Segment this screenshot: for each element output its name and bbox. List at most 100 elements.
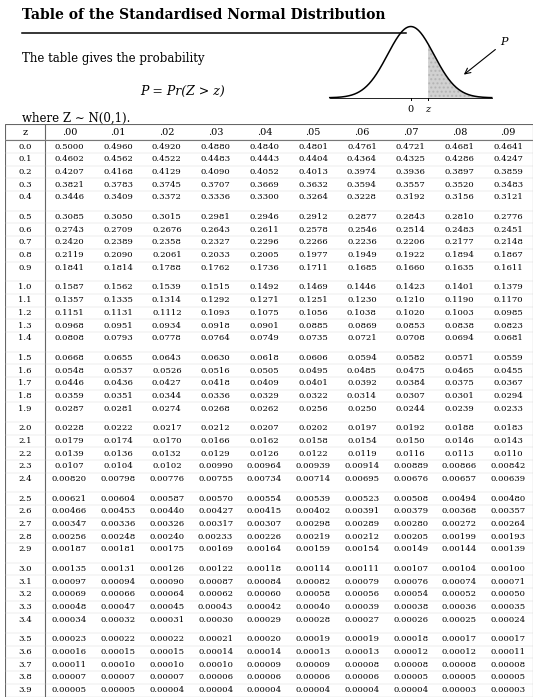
Text: z: z [23,127,28,136]
Text: 0.00264: 0.00264 [491,520,526,528]
Text: 0.00135: 0.00135 [52,565,87,573]
Text: 0.00007: 0.00007 [101,673,136,682]
Text: 0.00024: 0.00024 [491,616,526,624]
Text: 0.3372: 0.3372 [152,193,182,202]
Text: 0.0901: 0.0901 [250,321,279,330]
Text: 0.4960: 0.4960 [103,143,133,150]
Text: 0.0183: 0.0183 [493,424,523,433]
Text: 0.00020: 0.00020 [247,636,282,643]
Text: 0.2: 0.2 [18,168,32,176]
Text: 0.0359: 0.0359 [54,392,84,400]
Text: 0.4013: 0.4013 [298,168,328,176]
Text: 0.3336: 0.3336 [201,193,231,202]
Text: .07: .07 [403,127,419,136]
Text: 0.4641: 0.4641 [493,143,523,150]
Text: 0.1515: 0.1515 [201,284,230,291]
Text: 0.00004: 0.00004 [149,686,185,694]
Text: 0.00006: 0.00006 [296,673,331,682]
Text: 0.4129: 0.4129 [152,168,182,176]
Text: 0.0188: 0.0188 [444,424,475,433]
Text: 0.1170: 0.1170 [493,296,523,304]
Text: 0.00060: 0.00060 [247,590,282,598]
Text: 1.7: 1.7 [18,379,32,387]
Text: 0.1379: 0.1379 [493,284,523,291]
Text: 0.00008: 0.00008 [491,661,526,668]
Text: 0.1003: 0.1003 [444,309,475,317]
Text: 0.00480: 0.00480 [491,495,526,503]
Text: 0.1492: 0.1492 [250,284,279,291]
Text: 0.1587: 0.1587 [54,284,84,291]
Text: 0.2090: 0.2090 [103,251,133,259]
Text: 0.3228: 0.3228 [347,193,377,202]
Text: 0.0401: 0.0401 [298,379,328,387]
Text: 0.00003: 0.00003 [442,686,477,694]
Text: 0.3015: 0.3015 [152,213,182,221]
Text: 0.0668: 0.0668 [54,354,84,362]
Text: 0.00798: 0.00798 [101,475,136,483]
Text: 0.3050: 0.3050 [103,213,133,221]
Text: 0.2119: 0.2119 [54,251,84,259]
Text: 0.00379: 0.00379 [393,508,428,515]
Text: 0.1469: 0.1469 [298,284,328,291]
Text: 0.00587: 0.00587 [149,495,185,503]
Text: 3.4: 3.4 [18,616,32,624]
Text: 0.2676: 0.2676 [152,226,182,234]
Text: 0.00009: 0.00009 [296,661,331,668]
Text: 0.2946: 0.2946 [250,213,279,221]
Text: 0.00019: 0.00019 [296,636,331,643]
Text: 0.00008: 0.00008 [442,661,477,668]
Text: 0.4090: 0.4090 [201,168,230,176]
Text: 0.00776: 0.00776 [150,475,185,483]
Text: 0.00042: 0.00042 [247,603,282,611]
Text: 0.3669: 0.3669 [250,181,279,189]
Text: 0.00368: 0.00368 [442,508,477,515]
Text: 0.0162: 0.0162 [250,437,279,445]
Text: 0.0418: 0.0418 [201,379,231,387]
Text: 0.0384: 0.0384 [395,379,426,387]
Text: 0.1423: 0.1423 [396,284,426,291]
Text: 0.0146: 0.0146 [444,437,475,445]
Text: 0.1112: 0.1112 [152,309,182,317]
Text: 0.00508: 0.00508 [393,495,428,503]
Text: 0.00074: 0.00074 [442,578,477,586]
Text: 0.0985: 0.0985 [493,309,523,317]
Text: 0.2877: 0.2877 [347,213,377,221]
Text: 0.00005: 0.00005 [442,673,477,682]
Text: 0.00889: 0.00889 [393,462,428,470]
Text: 0.1357: 0.1357 [54,296,84,304]
Text: 0.1685: 0.1685 [347,264,377,272]
Text: 0.00026: 0.00026 [393,616,428,624]
Text: 0.2578: 0.2578 [298,226,328,234]
Text: 0.0582: 0.0582 [396,354,426,362]
Text: 0.0721: 0.0721 [347,334,377,342]
Text: 0.0150: 0.0150 [396,437,426,445]
Text: 0.0505: 0.0505 [250,367,279,374]
Text: 0.0548: 0.0548 [54,367,84,374]
Text: 0.1093: 0.1093 [201,309,230,317]
Text: 0.1020: 0.1020 [396,309,426,317]
Text: 0.4443: 0.4443 [249,155,279,163]
Text: 0.00621: 0.00621 [52,495,87,503]
Text: 0.1814: 0.1814 [103,264,133,272]
Text: 0.0559: 0.0559 [493,354,523,362]
Text: 0.0918: 0.0918 [201,321,230,330]
Text: 0.00016: 0.00016 [52,648,87,656]
Text: 0.4: 0.4 [18,193,32,202]
Text: 0.00017: 0.00017 [442,636,477,643]
Text: 0.2709: 0.2709 [103,226,133,234]
Text: 0.0392: 0.0392 [347,379,377,387]
Text: 0.00056: 0.00056 [344,590,379,598]
Text: 0.00014: 0.00014 [247,648,282,656]
Text: 0.00006: 0.00006 [247,673,282,682]
Text: 0.00755: 0.00755 [198,475,233,483]
Text: 0.00010: 0.00010 [150,661,185,668]
Text: 0.2177: 0.2177 [444,239,475,246]
Text: 0.00317: 0.00317 [198,520,233,528]
Text: 0.0618: 0.0618 [250,354,279,362]
Text: 0.0228: 0.0228 [54,424,84,433]
Text: 0.4602: 0.4602 [54,155,84,163]
Text: 0.1151: 0.1151 [54,309,84,317]
Text: 0.00144: 0.00144 [442,545,477,554]
Text: .09: .09 [500,127,516,136]
Text: 0.2148: 0.2148 [493,239,523,246]
